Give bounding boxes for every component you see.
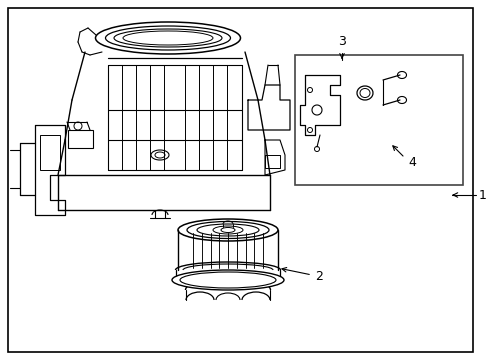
Bar [294, 55, 462, 185]
Ellipse shape [221, 228, 235, 233]
Bar [68, 130, 93, 148]
Text: 4: 4 [407, 156, 415, 168]
Text: 1: 1 [478, 189, 486, 202]
Ellipse shape [172, 270, 284, 290]
Bar [40, 135, 60, 170]
Ellipse shape [180, 272, 275, 288]
Text: 2: 2 [314, 270, 322, 284]
Text: 3: 3 [337, 35, 345, 48]
